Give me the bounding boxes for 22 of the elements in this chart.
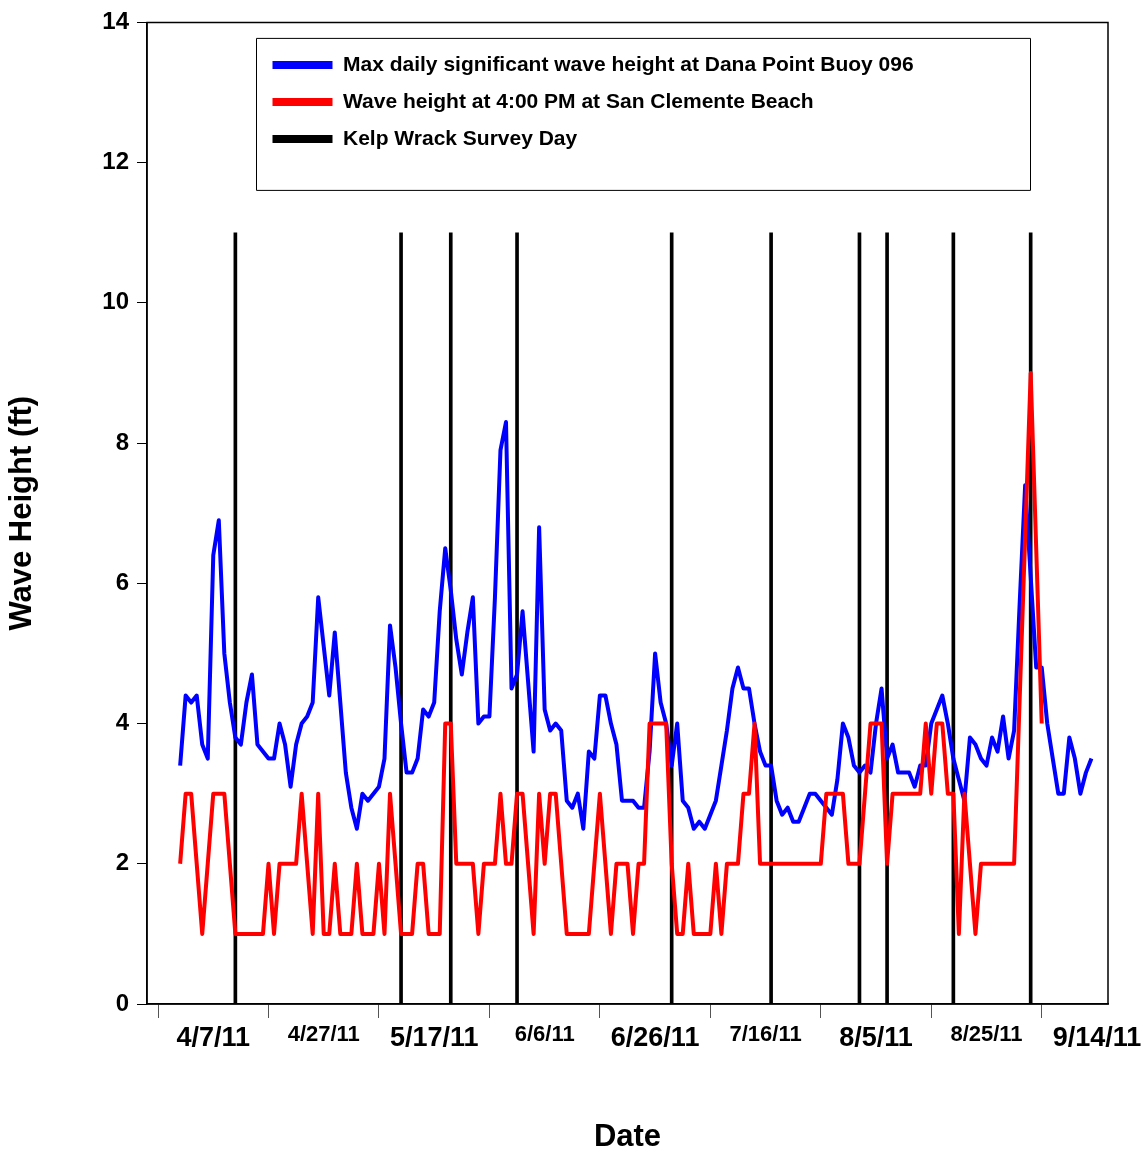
x-axis-title: Date (593, 1117, 662, 1153)
legend-label: Max daily significant wave height at Dana Point Buoy 096 (343, 51, 914, 75)
x-tick-label: 7/16/11 (729, 1021, 802, 1047)
y-tick-label: 0 (115, 988, 129, 1016)
y-tick-label: 8 (115, 427, 129, 455)
y-tick-label: 12 (102, 147, 129, 175)
x-tick-label: 9/14/11 (1052, 1021, 1142, 1052)
y-tick-label: 10 (102, 287, 129, 315)
x-tick-label: 4/27/11 (287, 1021, 360, 1047)
y-tick-label: 2 (115, 848, 129, 876)
x-tick-label: 6/26/11 (610, 1021, 700, 1052)
x-tick-label: 8/25/11 (950, 1021, 1023, 1047)
x-tick-label: 5/17/11 (389, 1021, 479, 1052)
y-axis-title: Wave Height (ft) (3, 395, 39, 631)
y-tick-label: 6 (115, 567, 129, 595)
x-tick-label: 6/6/11 (514, 1021, 575, 1047)
y-tick-label: 14 (102, 7, 130, 35)
x-tick-label: 4/7/11 (176, 1021, 251, 1052)
x-tick-label: 8/5/11 (839, 1021, 913, 1052)
legend-label: Kelp Wrack Survey Day (343, 125, 578, 149)
y-tick-label: 4 (115, 708, 130, 736)
legend-label: Wave height at 4:00 PM at San Clemente Beach (343, 88, 814, 112)
